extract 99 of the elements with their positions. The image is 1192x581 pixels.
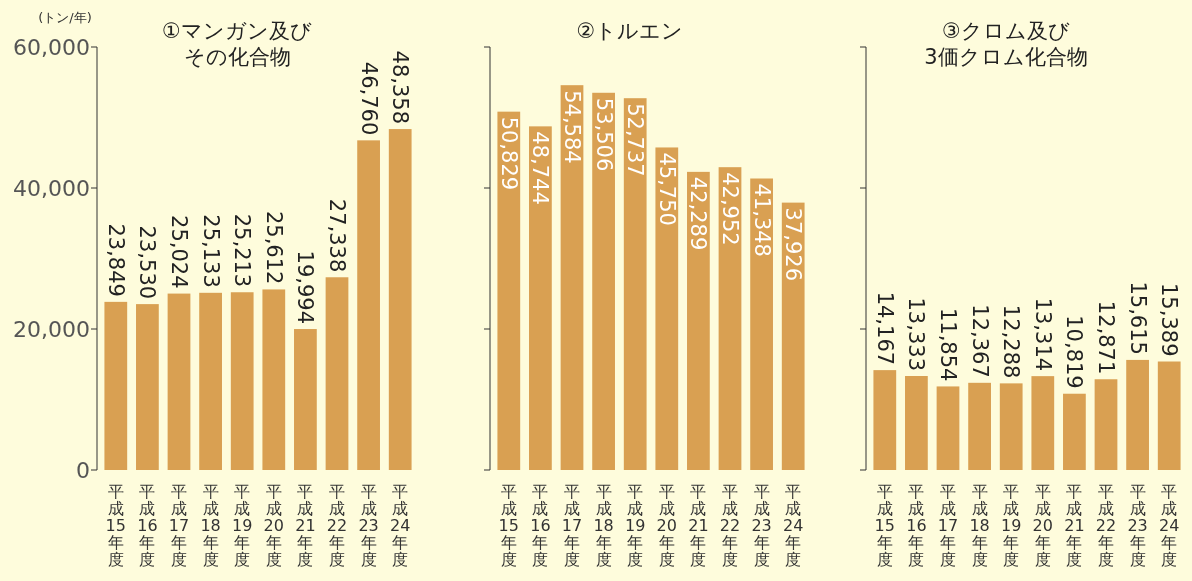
- data-label: 10,819: [1062, 315, 1087, 389]
- bar: [873, 370, 897, 470]
- data-label: 15,615: [1125, 281, 1150, 355]
- x-tick-label: 平成21年度: [688, 482, 709, 569]
- bar: [905, 376, 928, 470]
- bar: [1063, 393, 1086, 470]
- data-label: 12,871: [1094, 300, 1118, 375]
- data-label: 45,750: [654, 152, 679, 226]
- x-tick-label: 平成23年度: [358, 482, 379, 569]
- x-tick-label: 平成15年度: [874, 482, 895, 569]
- data-label: 48,358: [388, 50, 413, 125]
- data-label: 53,506: [591, 97, 616, 172]
- x-tick-label: 平成24年度: [1159, 482, 1180, 569]
- data-label: 46,760: [356, 61, 381, 136]
- bar: [687, 171, 710, 470]
- chart-subtitle: 3価クロム化合物: [924, 45, 1088, 69]
- bar: [592, 92, 615, 470]
- x-tick-label: 平成19年度: [232, 482, 253, 569]
- x-tick-label: 平成18年度: [969, 482, 990, 569]
- bar: [497, 111, 521, 470]
- bar: [1157, 361, 1181, 470]
- bar: [750, 178, 773, 470]
- data-label: 25,612: [261, 210, 286, 285]
- data-label: 25,024: [167, 215, 191, 289]
- bar: [325, 277, 349, 470]
- x-tick-label: 平成16年度: [137, 482, 158, 569]
- chart-title: ③クロム及び: [942, 19, 1070, 43]
- x-tick-label: 平成23年度: [751, 482, 772, 569]
- x-tick-label: 平成15年度: [498, 482, 519, 569]
- bar: [1031, 376, 1055, 470]
- x-tick-label: 平成17年度: [561, 482, 583, 569]
- bar: [529, 126, 552, 470]
- data-label: 42,289: [686, 176, 711, 251]
- x-tick-label: 平成22年度: [719, 482, 741, 569]
- bar: [560, 85, 584, 470]
- y-tick-label: 20,000: [13, 317, 90, 342]
- data-label: 54,584: [560, 90, 584, 164]
- data-label: 41,348: [749, 183, 774, 257]
- data-label: 25,133: [198, 214, 223, 288]
- bar: [136, 304, 159, 470]
- bar: [1094, 379, 1118, 470]
- bar: [294, 329, 317, 470]
- bar: [936, 386, 960, 470]
- x-tick-label: 平成21年度: [295, 482, 316, 569]
- data-label: 37,926: [781, 207, 806, 282]
- y-tick-label: 60,000: [13, 35, 90, 60]
- x-tick-label: 平成19年度: [1001, 482, 1022, 569]
- x-tick-label: 平成24年度: [783, 482, 804, 569]
- x-tick-label: 平成22年度: [1095, 482, 1117, 569]
- x-tick-label: 平成16年度: [906, 482, 927, 569]
- chart-title: ①マンガン及び: [162, 19, 312, 43]
- data-label: 42,952: [718, 172, 742, 246]
- data-label: 23,530: [135, 225, 160, 300]
- x-tick-label: 平成16年度: [530, 482, 551, 569]
- y-tick-label: 40,000: [13, 176, 90, 201]
- x-tick-label: 平成20年度: [656, 482, 677, 569]
- bar: [104, 301, 128, 470]
- bar: [167, 293, 191, 470]
- x-tick-label: 平成17年度: [937, 482, 959, 569]
- x-tick-label: 平成21年度: [1064, 482, 1085, 569]
- x-tick-label: 平成20年度: [263, 482, 284, 569]
- bar: [655, 147, 679, 470]
- data-label: 25,213: [230, 213, 255, 288]
- data-label: 48,744: [528, 131, 553, 205]
- data-label: 14,167: [872, 291, 897, 366]
- data-label: 11,854: [936, 307, 960, 382]
- data-label: 15,389: [1157, 283, 1182, 357]
- data-label: 23,849: [103, 223, 128, 297]
- bar: [262, 289, 286, 470]
- bar: [781, 202, 805, 470]
- bar: [388, 129, 412, 470]
- y-axis-title: (トン/年): [38, 10, 92, 25]
- x-tick-label: 平成17年度: [168, 482, 190, 569]
- x-tick-label: 平成20年度: [1032, 482, 1053, 569]
- bar: [623, 98, 647, 470]
- bar: [199, 292, 222, 470]
- bar: [230, 292, 254, 470]
- chart-title: ②トルエン: [576, 19, 684, 43]
- data-label: 12,288: [999, 304, 1024, 379]
- bar: [1126, 359, 1149, 470]
- x-tick-label: 平成18年度: [593, 482, 614, 569]
- x-tick-label: 平成19年度: [625, 482, 646, 569]
- data-label: 52,737: [623, 103, 648, 177]
- data-label: 12,367: [967, 304, 992, 378]
- bar: [968, 382, 991, 470]
- data-label: 13,314: [1030, 297, 1055, 372]
- data-label: 13,333: [904, 297, 929, 371]
- x-tick-label: 平成22年度: [326, 482, 348, 569]
- data-label: 50,829: [496, 116, 521, 191]
- x-tick-label: 平成24年度: [390, 482, 411, 569]
- bar: [999, 383, 1023, 470]
- data-label: 27,338: [325, 198, 349, 273]
- data-label: 19,994: [293, 250, 318, 325]
- bar: [357, 140, 380, 470]
- x-tick-label: 平成18年度: [200, 482, 221, 569]
- y-tick-label: 0: [76, 458, 90, 483]
- x-tick-label: 平成15年度: [105, 482, 126, 569]
- chart-subtitle: その化合物: [183, 45, 291, 69]
- x-tick-label: 平成23年度: [1127, 482, 1148, 569]
